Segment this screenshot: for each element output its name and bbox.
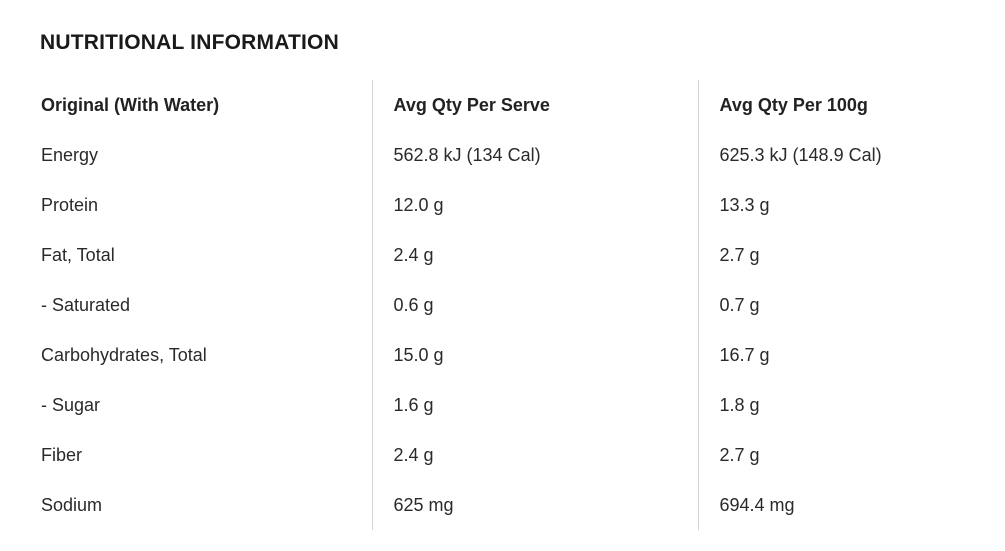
nutrient-name: Carbohydrates, Total xyxy=(41,344,207,365)
per-100g-value: 13.3 g xyxy=(697,180,981,230)
per-serve-value: 1.6 g xyxy=(371,380,698,430)
table-header-row: Original (With Water) Avg Qty Per Serve … xyxy=(41,80,981,130)
nutrient-name: Energy xyxy=(41,144,99,165)
per-serve-value: 12.0 g xyxy=(371,180,698,230)
per-100g-value: 625.3 kJ (148.9 Cal) xyxy=(697,130,981,180)
nutrient-name: Fat, Total xyxy=(41,244,115,265)
table-row: Sodium 625 mg 694.4 mg xyxy=(41,480,981,530)
section-title: NUTRITIONAL INFORMATION xyxy=(40,31,339,54)
per-serve-value: 2.4 g xyxy=(371,430,698,480)
per-100g-value: 1.8 g xyxy=(697,380,981,430)
table-row: Energy 562.8 kJ (134 Cal) 625.3 kJ (148.… xyxy=(41,130,981,180)
column-header-per-100g: Avg Qty Per 100g xyxy=(697,80,981,130)
per-serve-value: 15.0 g xyxy=(371,330,698,380)
nutrient-name: Fiber xyxy=(41,444,83,465)
per-serve-value: 562.8 kJ (134 Cal) xyxy=(371,130,698,180)
column-header-variant: Original (With Water) xyxy=(41,94,220,115)
per-100g-value: 2.7 g xyxy=(697,230,981,280)
per-serve-value: 0.6 g xyxy=(371,280,698,330)
nutrient-name: Sodium xyxy=(41,494,103,515)
nutrient-name: Protein xyxy=(41,194,99,215)
nutrient-name: - Saturated xyxy=(41,294,131,315)
nutrition-table: Original (With Water) Avg Qty Per Serve … xyxy=(41,80,981,530)
table-row: Protein 12.0 g 13.3 g xyxy=(41,180,981,230)
nutrient-name: - Sugar xyxy=(41,394,101,415)
table-row: Fat, Total 2.4 g 2.7 g xyxy=(41,230,981,280)
per-100g-value: 0.7 g xyxy=(697,280,981,330)
table-row: - Sugar 1.6 g 1.8 g xyxy=(41,380,981,430)
per-100g-value: 694.4 mg xyxy=(697,480,981,530)
per-serve-value: 625 mg xyxy=(371,480,698,530)
per-serve-value: 2.4 g xyxy=(371,230,698,280)
column-header-per-serve: Avg Qty Per Serve xyxy=(371,80,698,130)
table-row: Fiber 2.4 g 2.7 g xyxy=(41,430,981,480)
table-row: - Saturated 0.6 g 0.7 g xyxy=(41,280,981,330)
per-100g-value: 2.7 g xyxy=(697,430,981,480)
per-100g-value: 16.7 g xyxy=(697,330,981,380)
table-row: Carbohydrates, Total 15.0 g 16.7 g xyxy=(41,330,981,380)
